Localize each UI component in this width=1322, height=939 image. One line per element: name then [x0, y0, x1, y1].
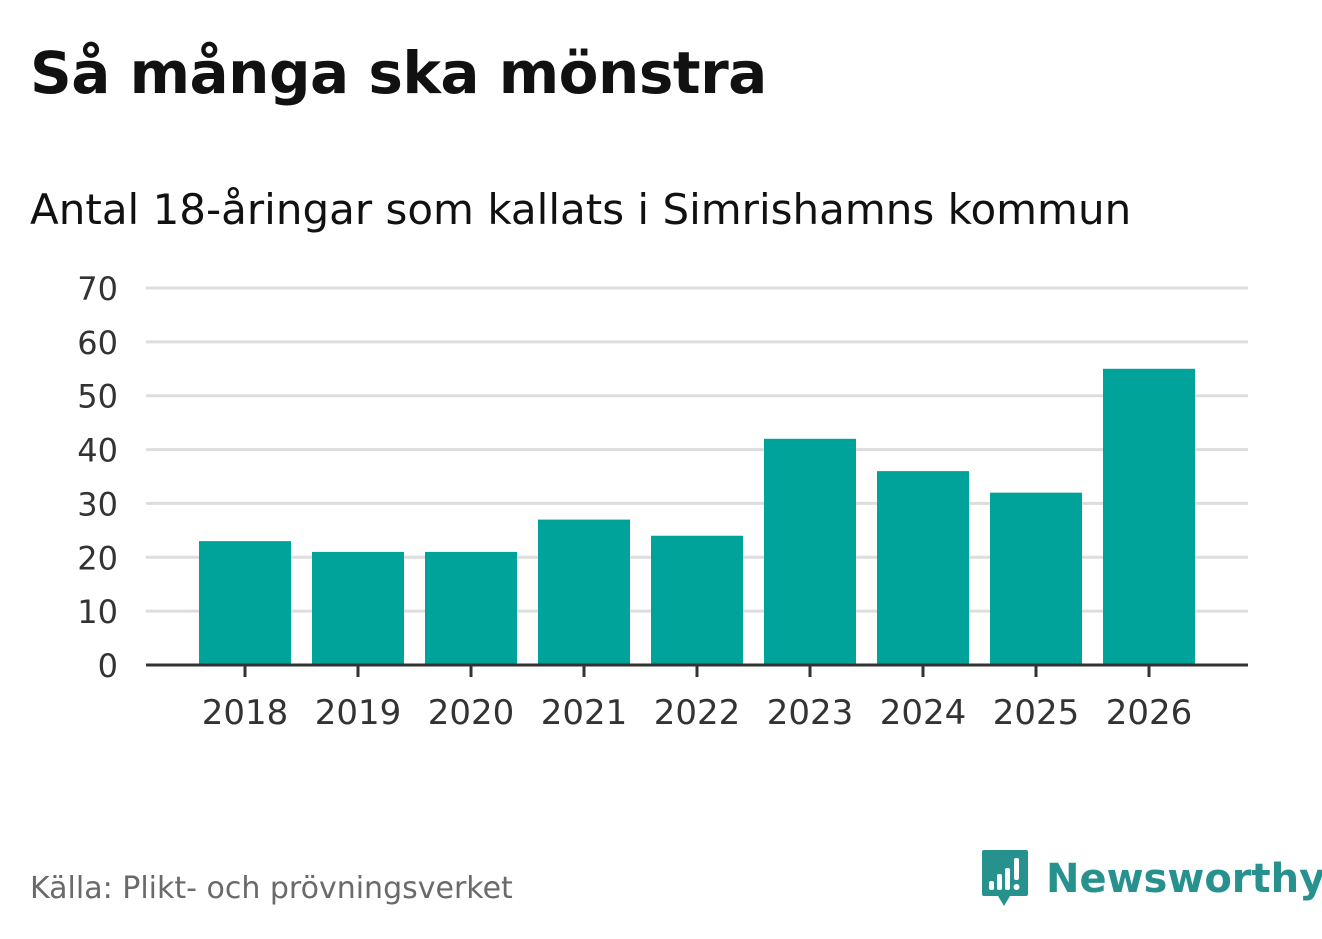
bar-2024: [877, 471, 969, 665]
x-tick-label-2019: 2019: [315, 693, 402, 733]
y-tick-label-30: 30: [77, 485, 118, 523]
y-tick-label-10: 10: [77, 593, 118, 631]
y-tick-label-20: 20: [77, 539, 118, 577]
x-tick-label-2022: 2022: [654, 693, 741, 733]
y-tick-label-40: 40: [77, 432, 118, 470]
x-tick-label-2023: 2023: [767, 693, 854, 733]
x-tick-label-2020: 2020: [428, 693, 515, 733]
x-tick-label-2021: 2021: [541, 693, 628, 733]
bar-2025: [990, 492, 1082, 665]
x-tick-label-2025: 2025: [993, 693, 1080, 733]
x-tick-label-2026: 2026: [1106, 693, 1193, 733]
y-tick-label-60: 60: [77, 324, 118, 362]
newsworthy-icon: [982, 850, 1028, 906]
x-tick-label-2018: 2018: [202, 693, 289, 733]
y-tick-label-0: 0: [98, 647, 118, 685]
bar-2019: [312, 551, 404, 665]
bar-2026: [1103, 368, 1195, 665]
chart-subtitle: Antal 18-åringar som kallats i Simrisham…: [30, 185, 1132, 234]
bar-2023: [764, 438, 856, 665]
bar-2020: [425, 551, 517, 665]
y-tick-label-50: 50: [77, 378, 118, 416]
x-tick-label-2024: 2024: [880, 693, 967, 733]
bar-2018: [199, 541, 291, 665]
y-tick-label-70: 70: [77, 270, 118, 308]
bar-2021: [538, 519, 630, 665]
source-note: Källa: Plikt- och prövningsverket: [30, 871, 513, 906]
brand-logo: Newsworthy: [980, 848, 1322, 910]
bar-2022: [651, 535, 743, 665]
chart-title: Så många ska mönstra: [30, 39, 767, 107]
brand-name: Newsworthy: [1046, 856, 1322, 902]
